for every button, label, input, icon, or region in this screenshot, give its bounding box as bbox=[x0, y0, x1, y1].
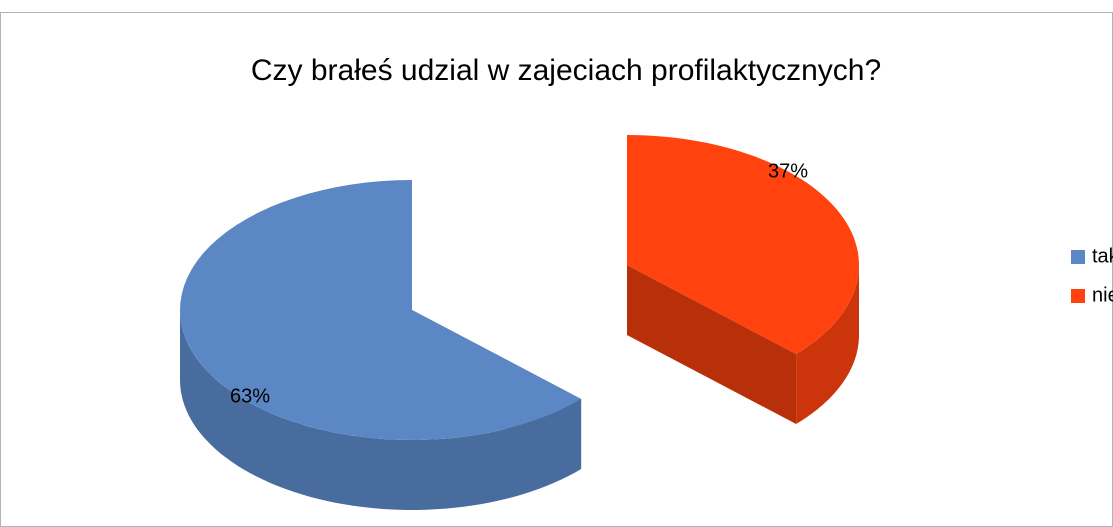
legend-swatch bbox=[1071, 289, 1085, 303]
legend-label: nie bbox=[1092, 284, 1113, 306]
data-label: 63% bbox=[230, 385, 270, 407]
legend-label: tak bbox=[1092, 245, 1113, 267]
slice-side bbox=[180, 310, 582, 510]
slice-cut-face bbox=[627, 265, 797, 424]
chart-title: Czy brałeś udzial w zajeciach profilakty… bbox=[251, 54, 881, 87]
legend-swatch bbox=[1071, 250, 1085, 264]
slice bbox=[180, 180, 582, 440]
slice bbox=[627, 135, 859, 354]
data-label: 37% bbox=[768, 160, 808, 182]
slice-side bbox=[796, 265, 859, 424]
